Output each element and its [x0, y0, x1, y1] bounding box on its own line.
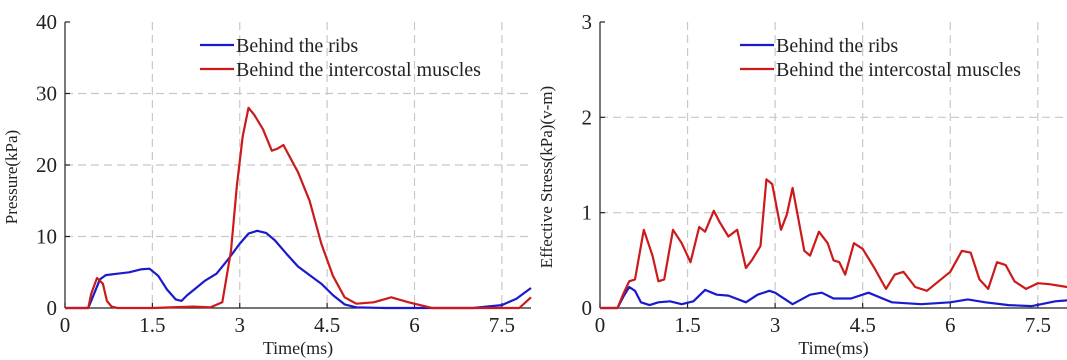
series-line	[600, 178, 1067, 310]
y-tick-label: 40	[36, 10, 57, 34]
pressure-chart: 0 1.5 3 4.5 6 7.5 0 10 20 30 40 Time(ms) Pressure(kP…	[2, 10, 532, 359]
y-tick-label: 2	[582, 105, 593, 129]
x-tick-label: 1.5	[674, 313, 700, 337]
y-tick-label: 20	[36, 153, 57, 177]
series-line	[65, 229, 532, 310]
y-tick-label: 0	[582, 296, 593, 320]
y-axis-title: Effective Stress(kPa)(v-m)	[537, 86, 556, 268]
y-tick-label: 0	[47, 296, 58, 320]
effective-stress-chart: 0 1.5 3 4.5 6 7.5 0 1 2 3 Time(ms) Effective Stress…	[537, 10, 1067, 359]
series-line	[65, 106, 532, 310]
x-tick-label: 0	[595, 313, 606, 337]
x-axis-title: Time(ms)	[263, 338, 333, 359]
x-tick-label: 3	[235, 313, 246, 337]
x-tick-label: 3	[770, 313, 781, 337]
legend-label: Behind the ribs	[776, 35, 898, 57]
x-tick-label: 1.5	[139, 313, 165, 337]
legend-label: Behind the intercostal muscles	[236, 59, 481, 81]
legend-label: Behind the intercostal muscles	[776, 59, 1021, 81]
y-tick-label: 30	[36, 82, 57, 106]
x-tick-label: 4.5	[314, 313, 340, 337]
series-line	[600, 285, 1067, 310]
x-tick-label: 6	[945, 313, 956, 337]
x-tick-label: 7.5	[489, 313, 515, 337]
x-tick-label: 7.5	[1025, 313, 1051, 337]
x-tick-label: 0	[60, 313, 71, 337]
legend-label: Behind the ribs	[236, 35, 358, 57]
y-tick-label: 1	[582, 201, 593, 225]
x-tick-label: 6	[409, 313, 420, 337]
x-axis-title: Time(ms)	[798, 338, 868, 359]
x-tick-label: 4.5	[850, 313, 876, 337]
y-tick-label: 3	[582, 10, 593, 34]
y-tick-label: 10	[36, 225, 57, 249]
y-axis-title: Pressure(kPa)	[2, 130, 21, 224]
